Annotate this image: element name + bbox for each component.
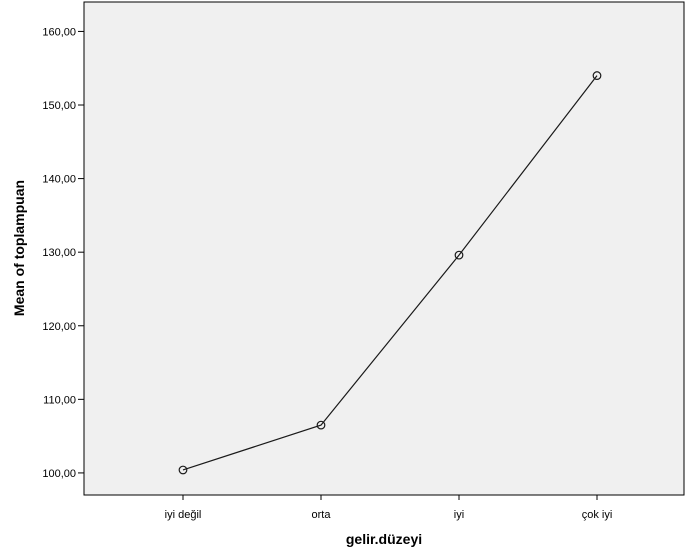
y-tick-label: 160,00 (42, 26, 76, 38)
x-tick-label: çok iyi (582, 509, 613, 521)
x-tick-label: iyi (454, 509, 464, 521)
y-tick-label: 130,00 (42, 247, 76, 259)
data-point (454, 250, 464, 260)
y-tick-label: 150,00 (42, 100, 76, 112)
y-tick-label: 110,00 (43, 394, 76, 406)
data-point (316, 420, 326, 430)
x-axis: iyi değil orta iyi çok iyi (165, 495, 613, 521)
data-point (178, 465, 188, 475)
series-layer (178, 71, 602, 475)
plot-area (83, 1, 685, 496)
data-point (592, 71, 602, 80)
y-tick-label: 120,00 (42, 321, 76, 333)
y-axis: 100,00 110,00 120,00 130,00 140,00 150,00 160,… (42, 26, 84, 480)
y-axis-title: Mean of toplampuan (11, 180, 27, 316)
x-tick-label: iyi değil (165, 509, 202, 521)
x-axis-title: gelir.düzeyi (346, 531, 422, 547)
y-tick-label: 140,00 (42, 174, 76, 186)
x-tick-label: orta (312, 509, 332, 521)
series-line (182, 75, 598, 471)
y-tick-label: 100,00 (42, 468, 76, 480)
